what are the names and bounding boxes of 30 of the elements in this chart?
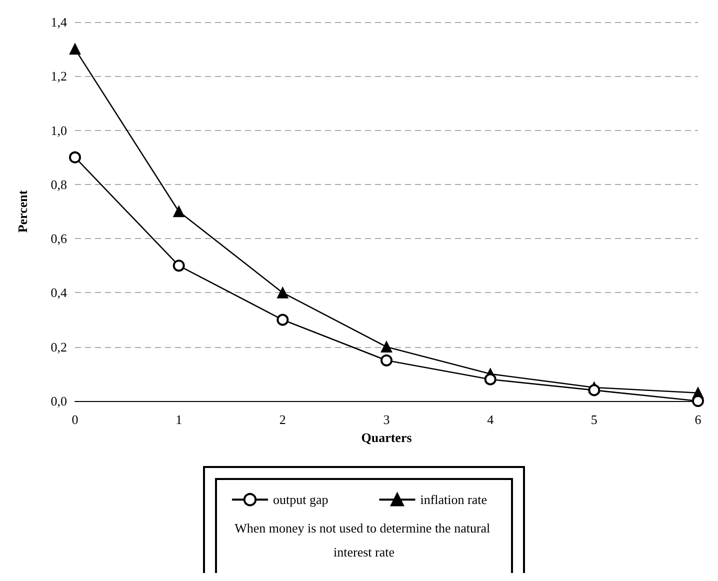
y-tick-label: 0,0 bbox=[50, 394, 67, 408]
point bbox=[484, 373, 496, 386]
x-tick-label: 5 bbox=[590, 412, 598, 427]
point bbox=[380, 341, 392, 352]
x-tick-label: 4 bbox=[487, 412, 494, 427]
point bbox=[380, 354, 392, 366]
x-tick-label: 2 bbox=[279, 412, 286, 427]
point bbox=[172, 260, 185, 272]
point bbox=[69, 151, 81, 164]
point bbox=[276, 314, 289, 326]
y-tick-label: 1,0 bbox=[50, 122, 67, 138]
point bbox=[588, 384, 600, 396]
x-tick-label: 1 bbox=[176, 412, 182, 427]
legend-label: output gap bbox=[272, 492, 328, 508]
y-tick-label: 0,2 bbox=[50, 339, 67, 354]
y-axis-title: Percent bbox=[15, 190, 30, 233]
y-tick-label: 1,4 bbox=[50, 14, 68, 30]
x-tick-label: 3 bbox=[383, 412, 390, 427]
point bbox=[69, 43, 81, 55]
legend-label: inflation rate bbox=[420, 492, 488, 508]
y-tick-label: 1,2 bbox=[50, 68, 67, 84]
y-tick-label: 0,4 bbox=[50, 285, 68, 300]
y-tick-label: 0,6 bbox=[50, 231, 68, 246]
x-tick-label: 0 bbox=[72, 412, 78, 427]
point bbox=[277, 287, 288, 298]
point bbox=[173, 206, 184, 218]
y-tick-label: 0,8 bbox=[50, 176, 67, 192]
x-axis-title: Quarters bbox=[361, 430, 412, 445]
x-tick-label: 6 bbox=[694, 412, 702, 427]
text: When money is not used to determine the natural interest rate bbox=[234, 520, 494, 560]
